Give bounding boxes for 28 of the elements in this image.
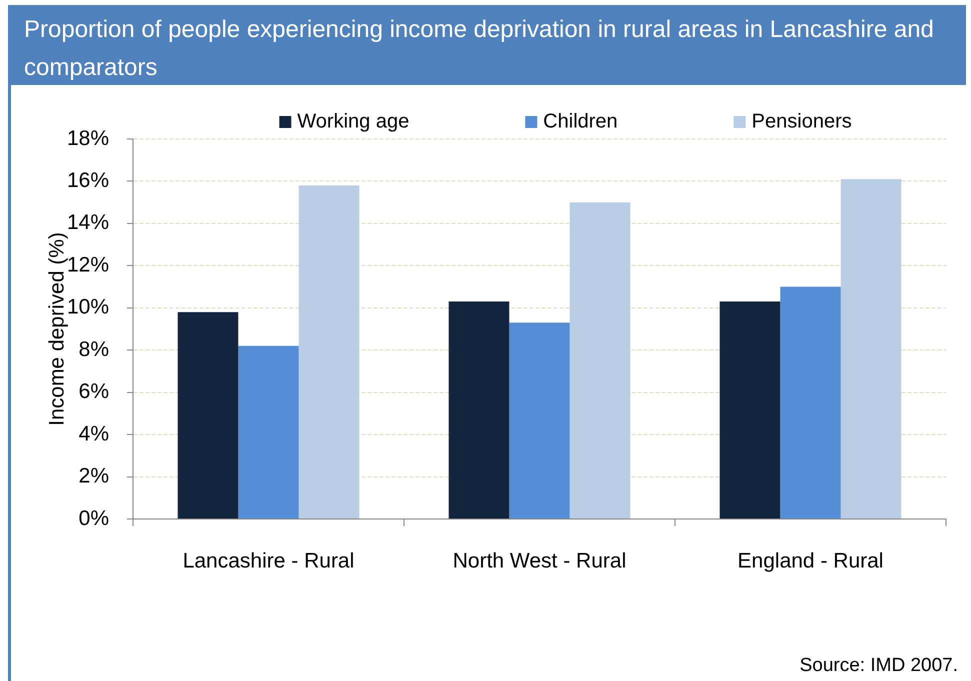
y-tick-label: 4% [78,422,109,446]
y-tick-label: 8% [78,338,109,361]
y-tick-label: 14% [66,211,109,234]
bar [780,286,841,518]
bar [238,346,299,518]
bar [840,179,902,518]
bar [298,185,360,518]
legend-label: Pensioners [752,110,852,133]
y-tick-label: 10% [66,296,109,319]
bar [509,322,570,518]
y-tick-label: 12% [66,253,109,276]
bar [570,202,630,518]
legend-label: Working age [297,110,410,133]
y-tick-label: 2% [78,464,109,488]
legend-label: Children [543,110,618,133]
y-tick-label: 6% [78,380,109,404]
source-note: Source: IMD 2007. [800,655,958,677]
y-tick-label: 16% [66,169,109,192]
y-tick-label: 18% [66,126,109,150]
chart-title: Proportion of people experiencing income deprivation in rural areas in Lancashire and comparators [8,5,966,85]
bar [720,302,780,518]
x-tick-label: England - Rural [738,549,884,572]
bar [448,302,510,518]
x-tick-label: Lancashire - Rural [182,549,354,572]
x-tick-label: North West - Rural [452,549,626,572]
y-axis-title: Income deprived (%) [45,232,68,426]
bar [178,312,238,518]
y-tick-label: 0% [78,506,109,530]
